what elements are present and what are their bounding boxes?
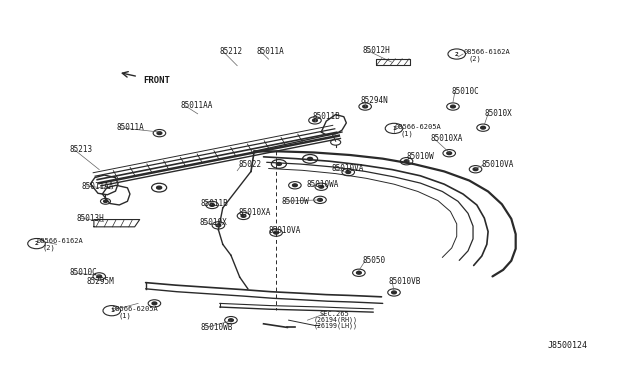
- Text: 08566-6205A: 08566-6205A: [394, 124, 441, 130]
- Circle shape: [356, 272, 361, 274]
- Text: SEC.265: SEC.265: [320, 311, 349, 317]
- Circle shape: [97, 275, 102, 278]
- Text: 85010VA: 85010VA: [269, 226, 301, 235]
- Circle shape: [317, 199, 323, 201]
- Circle shape: [404, 160, 409, 163]
- Circle shape: [274, 231, 278, 234]
- Text: 85010VB: 85010VB: [389, 277, 421, 286]
- Circle shape: [228, 319, 234, 321]
- Text: 85010WB: 85010WB: [201, 323, 233, 332]
- Circle shape: [104, 200, 108, 202]
- Text: FRONT: FRONT: [143, 76, 170, 85]
- Text: 85212: 85212: [220, 46, 243, 55]
- Text: (1): (1): [400, 130, 413, 137]
- Circle shape: [451, 105, 455, 108]
- Text: 1: 1: [110, 308, 114, 313]
- Text: 85010VA: 85010VA: [332, 164, 364, 173]
- Text: 85011AA: 85011AA: [82, 182, 114, 190]
- Circle shape: [363, 105, 367, 108]
- Text: J8500124: J8500124: [547, 341, 587, 350]
- Circle shape: [308, 157, 312, 160]
- Text: 85213: 85213: [69, 145, 92, 154]
- Circle shape: [447, 152, 452, 155]
- Circle shape: [319, 185, 324, 188]
- Circle shape: [152, 302, 157, 305]
- Text: 08566-6162A: 08566-6162A: [463, 49, 509, 55]
- Circle shape: [276, 163, 282, 166]
- Text: (2): (2): [43, 245, 56, 251]
- Text: 85010X: 85010X: [200, 218, 227, 227]
- Circle shape: [312, 119, 317, 122]
- Text: (26199(LH)): (26199(LH)): [314, 323, 358, 329]
- Text: 85294N: 85294N: [361, 96, 388, 105]
- Circle shape: [216, 224, 221, 227]
- Text: 85011B: 85011B: [201, 199, 228, 208]
- Text: 85010VA: 85010VA: [482, 160, 514, 169]
- Circle shape: [210, 203, 214, 206]
- Circle shape: [473, 168, 478, 171]
- Text: 85011A: 85011A: [256, 46, 284, 55]
- Text: 08566-6205A: 08566-6205A: [112, 306, 159, 312]
- Circle shape: [392, 291, 396, 294]
- Text: 85011A: 85011A: [116, 123, 144, 132]
- Text: (1): (1): [118, 312, 131, 319]
- Text: 85010XA: 85010XA: [430, 134, 463, 143]
- Text: 1: 1: [392, 126, 396, 131]
- Text: 85010C: 85010C: [452, 87, 479, 96]
- Text: 85022: 85022: [239, 160, 262, 169]
- Circle shape: [157, 186, 162, 189]
- Text: 2: 2: [35, 241, 38, 246]
- Text: 85011B: 85011B: [312, 112, 340, 121]
- Text: 85010WA: 85010WA: [306, 180, 339, 189]
- Text: 85013H: 85013H: [77, 214, 104, 222]
- Text: 2: 2: [455, 52, 459, 57]
- Circle shape: [292, 184, 298, 187]
- Circle shape: [481, 126, 486, 129]
- Circle shape: [241, 215, 246, 217]
- Text: 85010W: 85010W: [406, 153, 435, 161]
- Text: 08566-6162A: 08566-6162A: [36, 238, 83, 244]
- Text: 85050: 85050: [363, 256, 386, 265]
- Text: 85010C: 85010C: [69, 268, 97, 277]
- Circle shape: [346, 171, 351, 173]
- Text: 85012H: 85012H: [363, 46, 390, 55]
- Text: 85295M: 85295M: [86, 277, 115, 286]
- Text: (26194(RH)): (26194(RH)): [314, 317, 358, 323]
- Circle shape: [157, 132, 162, 135]
- Text: 85010W: 85010W: [281, 197, 309, 206]
- Text: 85011AA: 85011AA: [180, 101, 213, 110]
- Text: 85010X: 85010X: [484, 109, 512, 118]
- Text: (2): (2): [468, 55, 481, 62]
- Text: 85010XA: 85010XA: [239, 208, 271, 217]
